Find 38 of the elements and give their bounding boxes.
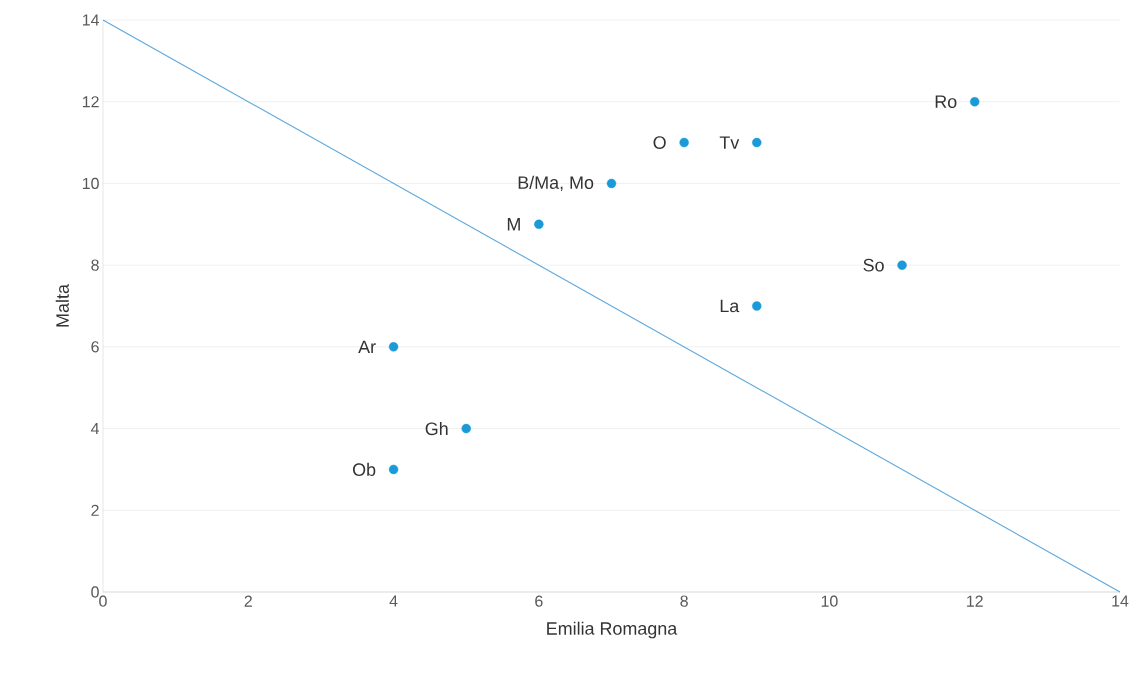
point (679, 137, 689, 148)
point (388, 464, 399, 475)
y-tick-label: 4 (90, 423, 99, 435)
y-tick-label: 8 (91, 259, 99, 271)
y-tick-label: 14 (82, 14, 99, 26)
annotation: M (507, 218, 520, 231)
y-tick-label: 10 (82, 177, 99, 190)
annotation: Ar (358, 340, 376, 354)
x-tick-label: 0 (99, 595, 107, 607)
x-tick-label: 4 (389, 595, 398, 607)
point (534, 219, 544, 229)
point (606, 178, 617, 189)
annotation: Ro (935, 95, 957, 108)
y-tick-label: 0 (91, 586, 99, 598)
x-tick-label: 2 (244, 595, 252, 607)
point (388, 342, 399, 352)
point (752, 301, 762, 311)
point (752, 137, 762, 148)
y-tick-label: 6 (91, 341, 99, 353)
point (970, 97, 980, 107)
x-tick-label: 8 (680, 595, 688, 607)
annotation: Ob (352, 462, 376, 477)
annotation: Gh (425, 421, 448, 436)
x-axis-title: Emilia Romagna (547, 621, 678, 639)
annotation: La (720, 299, 740, 313)
x-tick-label: 6 (535, 595, 543, 607)
x-tick-label: 14 (1112, 595, 1129, 607)
annotation: O (653, 136, 666, 149)
x-tick-label: 10 (821, 595, 838, 607)
annotation: B/Ma, Mo (518, 175, 594, 192)
point (897, 260, 907, 270)
x-tick-label: 12 (967, 595, 983, 607)
point (461, 423, 471, 434)
y-tick-label: 2 (91, 504, 99, 516)
annotation: So (863, 258, 884, 272)
y-tick-label: 12 (82, 96, 99, 108)
annotation: Tv (719, 136, 740, 149)
y-axis-title: Malta (55, 284, 69, 327)
